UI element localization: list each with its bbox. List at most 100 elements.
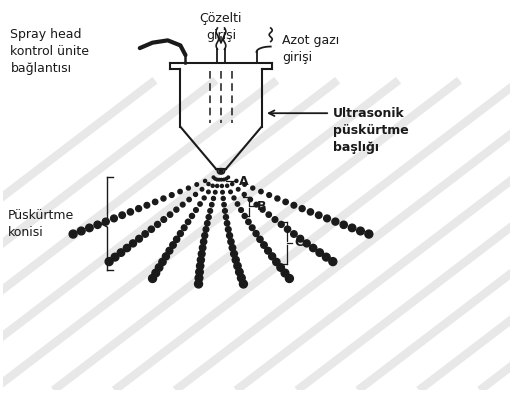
Point	[348, 225, 356, 231]
Point	[199, 244, 207, 251]
Point	[135, 235, 143, 242]
Point	[230, 251, 238, 257]
Point	[230, 195, 238, 201]
Point	[180, 224, 188, 231]
Point	[213, 176, 221, 183]
Point	[340, 222, 348, 228]
Text: A: A	[239, 174, 248, 187]
Point	[259, 206, 267, 213]
Point	[277, 221, 285, 228]
Point	[110, 215, 118, 222]
Point	[290, 231, 298, 237]
Point	[323, 215, 331, 222]
Point	[240, 191, 248, 198]
Text: Spray head
kontrol ünite
bağlantısı: Spray head kontrol ünite bağlantısı	[10, 28, 89, 75]
Point	[169, 242, 177, 248]
Point	[192, 207, 200, 213]
Point	[257, 188, 265, 195]
Point	[77, 228, 85, 234]
Point	[152, 270, 160, 276]
Point	[176, 230, 185, 237]
Point	[141, 231, 149, 237]
Point	[290, 202, 298, 208]
Point	[188, 213, 196, 219]
Point	[277, 264, 285, 271]
Point	[315, 250, 324, 256]
Point	[209, 195, 218, 202]
Point	[201, 178, 209, 184]
Point	[331, 219, 340, 225]
Point	[273, 195, 282, 202]
Point	[204, 181, 212, 187]
Point	[194, 281, 203, 287]
Point	[198, 186, 206, 193]
Point	[196, 263, 204, 269]
Point	[233, 263, 242, 269]
Point	[231, 257, 240, 263]
Point	[222, 176, 230, 182]
Point	[303, 240, 311, 246]
Point	[282, 199, 290, 205]
Point	[172, 206, 181, 213]
Point	[256, 236, 264, 242]
Point	[172, 236, 181, 242]
Point	[176, 188, 184, 195]
Point	[219, 189, 227, 195]
Point	[239, 281, 247, 287]
Point	[165, 248, 173, 254]
Point	[211, 189, 220, 195]
Point	[322, 254, 330, 260]
Point	[117, 250, 125, 256]
Point	[314, 212, 323, 219]
Point	[226, 189, 234, 195]
Point	[69, 231, 77, 237]
Point	[201, 232, 209, 239]
Point	[224, 174, 232, 180]
Text: Püskürtme
konisi: Püskürtme konisi	[8, 209, 74, 239]
Point	[155, 264, 163, 271]
Point	[196, 201, 204, 207]
Point	[203, 220, 211, 226]
Point	[197, 257, 205, 263]
Text: Çözelti
girişi: Çözelti girişi	[200, 13, 242, 42]
Point	[237, 207, 245, 213]
Point	[198, 251, 206, 257]
Point	[298, 206, 306, 212]
Point	[211, 176, 219, 182]
Point	[265, 192, 273, 198]
Point	[309, 245, 318, 251]
Point	[129, 240, 137, 246]
Point	[159, 259, 167, 265]
Circle shape	[219, 170, 223, 173]
Point	[220, 176, 228, 183]
Point	[224, 226, 232, 233]
Point	[179, 202, 187, 208]
Point	[272, 259, 281, 265]
Point	[200, 239, 208, 245]
Point	[357, 228, 365, 234]
Point	[93, 222, 102, 228]
Point	[252, 202, 261, 208]
Point	[143, 202, 151, 208]
Point	[184, 185, 192, 191]
Point	[244, 219, 252, 225]
Text: Azot gazı
girişi: Azot gazı girişi	[282, 34, 339, 64]
Point	[281, 270, 289, 276]
Point	[284, 226, 292, 232]
Point	[234, 186, 242, 193]
Point	[226, 232, 234, 239]
Point	[126, 209, 134, 215]
Point	[200, 195, 208, 201]
Point	[365, 231, 373, 237]
Point	[268, 253, 277, 259]
Point	[111, 254, 119, 260]
Point	[260, 242, 268, 248]
Point	[205, 214, 213, 220]
Point	[265, 211, 273, 218]
Point	[184, 219, 192, 225]
Point	[209, 183, 217, 189]
Point	[223, 220, 231, 226]
Point	[264, 248, 272, 254]
Point	[206, 208, 214, 214]
Point	[118, 212, 126, 219]
